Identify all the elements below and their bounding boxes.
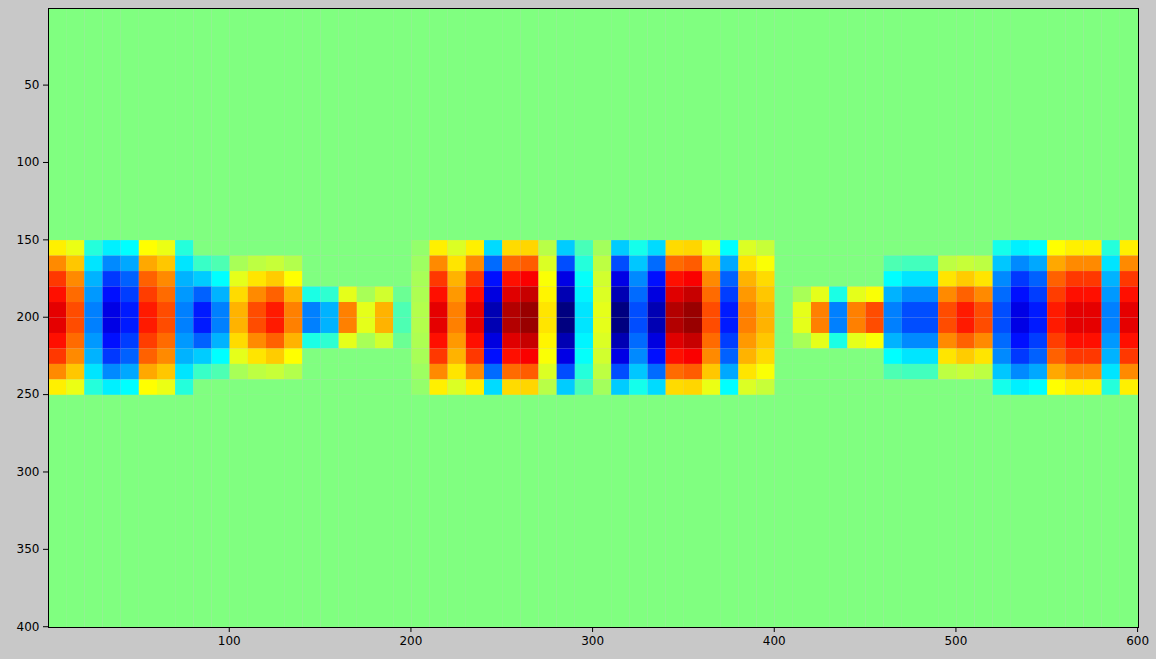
svg-text:50: 50 bbox=[24, 78, 39, 92]
svg-text:200: 200 bbox=[399, 634, 422, 648]
svg-text:400: 400 bbox=[763, 634, 786, 648]
svg-text:100: 100 bbox=[218, 634, 241, 648]
svg-text:500: 500 bbox=[944, 634, 967, 648]
svg-text:200: 200 bbox=[17, 310, 40, 324]
svg-text:300: 300 bbox=[581, 634, 604, 648]
svg-text:100: 100 bbox=[17, 155, 40, 169]
svg-text:150: 150 bbox=[17, 233, 40, 247]
svg-text:400: 400 bbox=[17, 620, 40, 634]
svg-text:300: 300 bbox=[17, 465, 40, 479]
svg-text:350: 350 bbox=[17, 542, 40, 556]
svg-text:600: 600 bbox=[1126, 634, 1149, 648]
svg-text:250: 250 bbox=[17, 387, 40, 401]
